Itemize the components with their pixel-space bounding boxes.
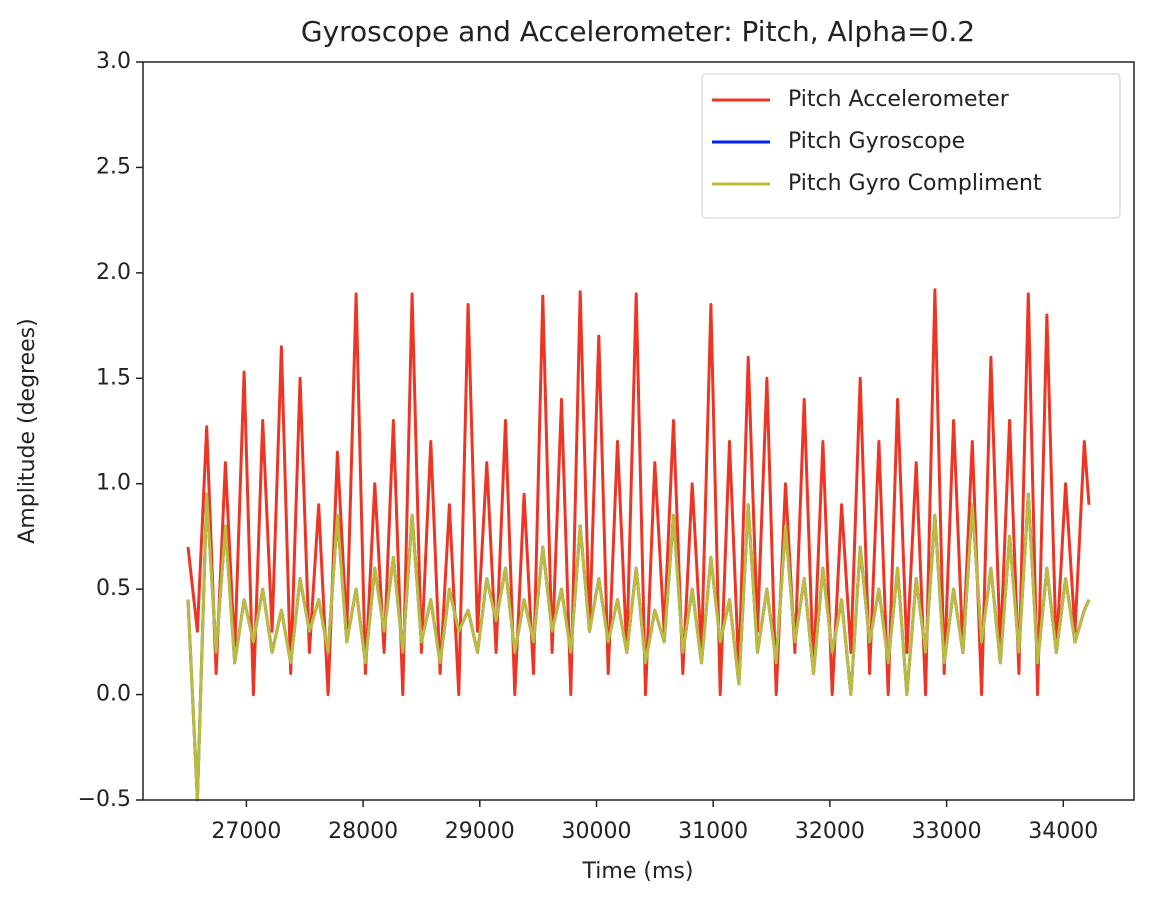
y-tick-label: 0.5 — [96, 576, 131, 601]
x-tick-label: 34000 — [1028, 819, 1098, 844]
legend-label: Pitch Gyro Compliment — [788, 171, 1042, 196]
y-tick-label: 1.5 — [96, 365, 131, 390]
x-tick-label: 30000 — [561, 819, 631, 844]
x-tick-label: 28000 — [328, 819, 398, 844]
x-tick-label: 27000 — [211, 819, 281, 844]
y-tick-label: −0.5 — [78, 787, 131, 812]
x-axis-label: Time (ms) — [582, 859, 694, 884]
legend-label: Pitch Accelerometer — [788, 87, 1010, 112]
series-line — [186, 288, 1091, 697]
chart-title: Gyroscope and Accelerometer: Pitch, Alph… — [301, 15, 975, 48]
y-axis-label: Amplitude (degrees) — [15, 318, 40, 543]
y-tick-label: 3.0 — [96, 49, 131, 74]
x-tick-label: 32000 — [795, 819, 865, 844]
x-tick-label: 31000 — [678, 819, 748, 844]
plot-frame — [142, 61, 1135, 801]
y-tick-label: 2.0 — [96, 260, 131, 285]
y-tick-label: 1.0 — [96, 471, 131, 496]
x-tick-label: 33000 — [912, 819, 982, 844]
series-line — [186, 492, 1091, 802]
y-tick-label: 2.5 — [96, 154, 131, 179]
legend-box — [701, 73, 1121, 219]
x-tick-label: 29000 — [445, 819, 515, 844]
series-line — [186, 492, 1091, 802]
y-tick-label: 0.0 — [96, 682, 131, 707]
legend-label: Pitch Gyroscope — [788, 129, 965, 154]
